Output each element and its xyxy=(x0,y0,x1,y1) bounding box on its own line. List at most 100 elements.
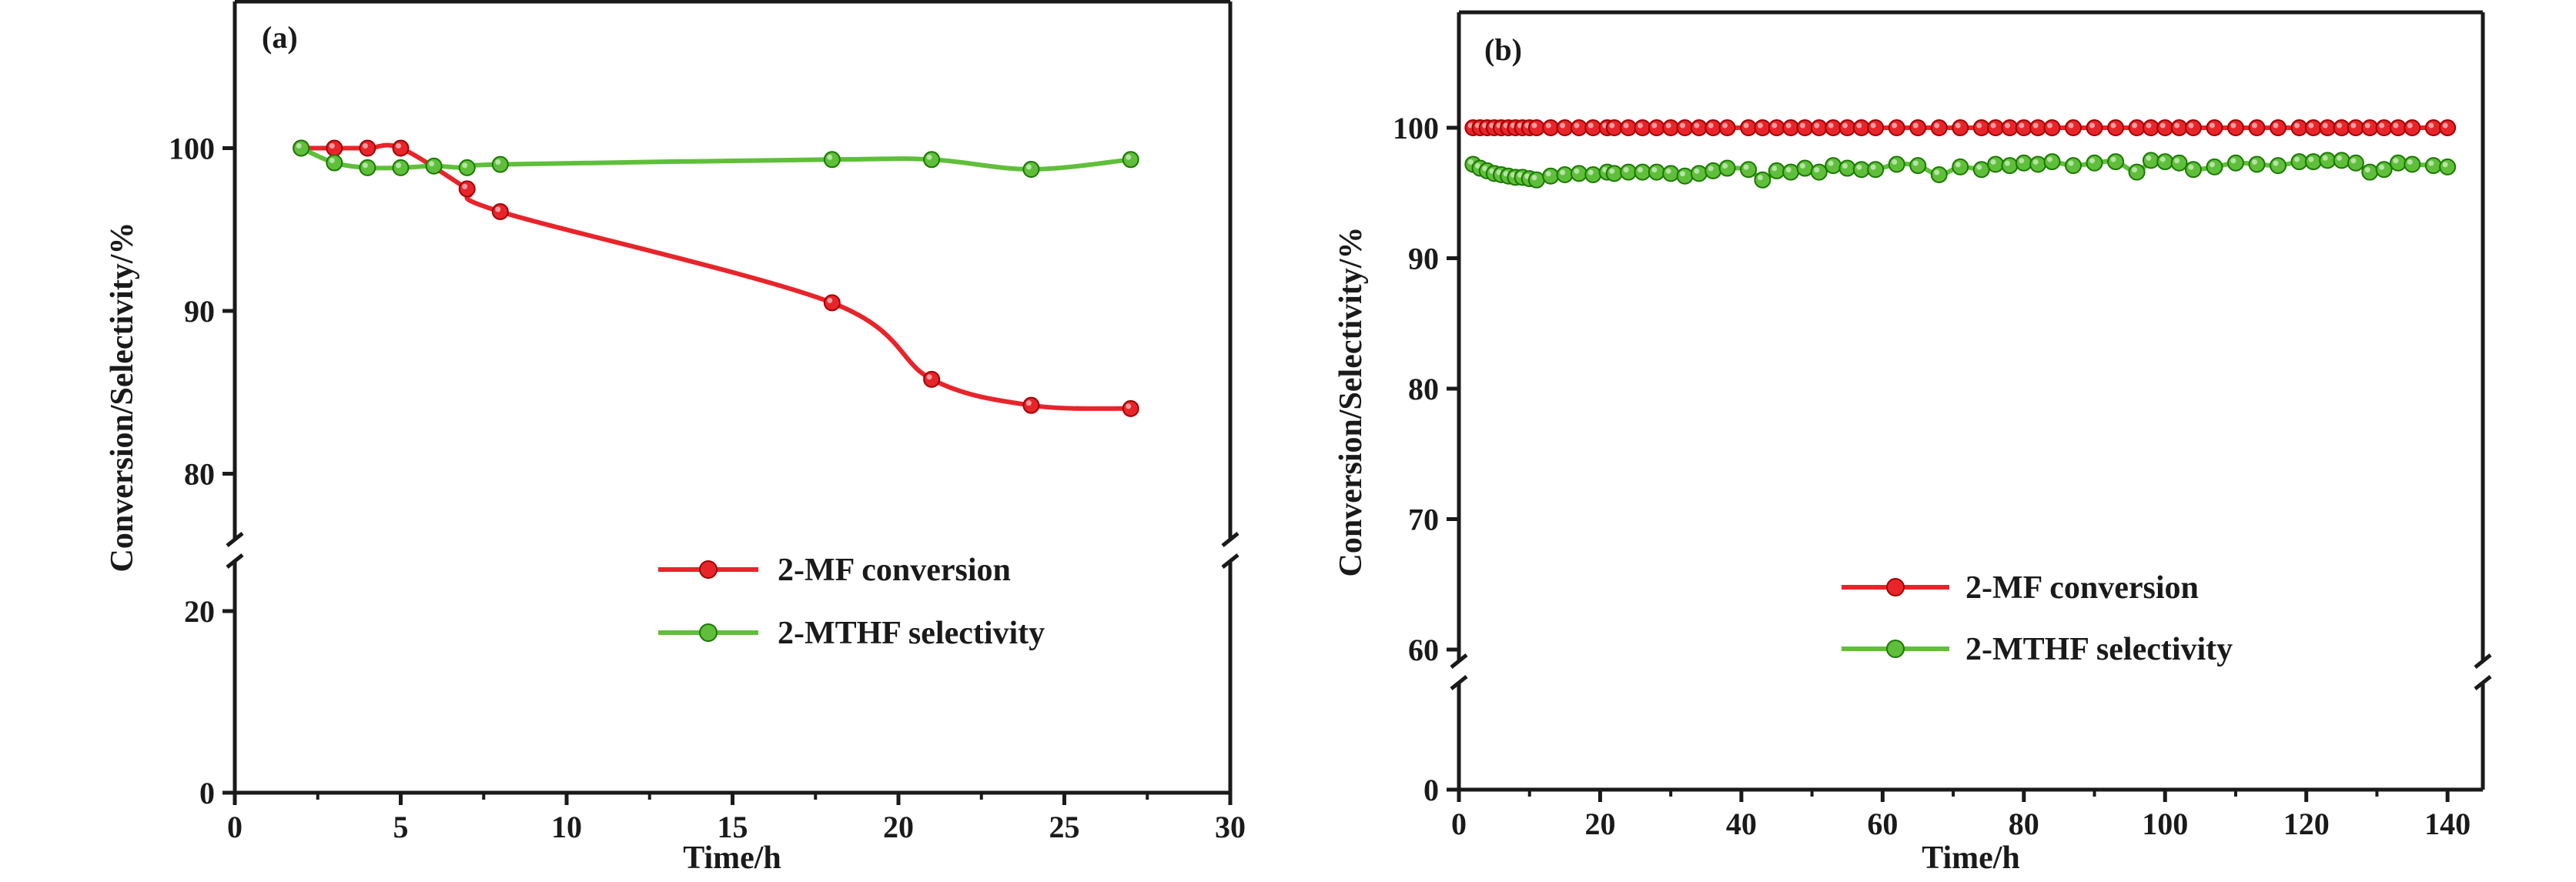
data-point-highlight xyxy=(2407,159,2413,165)
data-point xyxy=(1867,119,1885,136)
data-point-highlight xyxy=(1708,165,1714,172)
data-point xyxy=(392,139,410,157)
data-point-highlight xyxy=(2004,122,2010,129)
data-point xyxy=(1690,119,1708,136)
data-point xyxy=(326,139,343,157)
axis-break-mark xyxy=(1221,532,1239,547)
data-point-highlight xyxy=(1694,168,1700,174)
data-point xyxy=(2170,119,2188,136)
data-point-highlight xyxy=(2159,122,2166,129)
data-point xyxy=(1930,166,1948,184)
data-point-highlight xyxy=(2019,122,2025,129)
series-group xyxy=(1464,119,2457,189)
legend-marker xyxy=(1886,640,1905,658)
data-point-highlight xyxy=(2322,122,2328,129)
data-point-highlight xyxy=(2308,122,2314,129)
data-point xyxy=(1690,165,1708,182)
data-point-highlight xyxy=(1990,122,1996,129)
data-point-highlight xyxy=(2308,156,2314,162)
x-tick-label: 80 xyxy=(2009,807,2039,841)
data-point xyxy=(2001,119,2019,136)
y-tick-label: 20 xyxy=(184,594,215,629)
data-point-highlight xyxy=(2174,158,2180,164)
data-point-highlight xyxy=(827,297,833,303)
data-point xyxy=(1838,159,1856,177)
data-point-highlight xyxy=(2046,122,2052,129)
data-point xyxy=(458,180,476,198)
data-point-highlight xyxy=(1587,169,1594,175)
data-point xyxy=(1718,119,1736,136)
data-point xyxy=(2156,153,2174,171)
y-tick-label: 100 xyxy=(169,132,215,166)
axis-break-mark xyxy=(1221,553,1239,569)
data-point-highlight xyxy=(1856,122,1862,129)
data-point xyxy=(1852,119,1870,136)
data-point-highlight xyxy=(1912,122,1919,129)
data-point xyxy=(2043,119,2061,136)
data-point xyxy=(2333,119,2350,136)
data-point xyxy=(1810,119,1828,136)
data-point xyxy=(2065,119,2082,136)
data-point-highlight xyxy=(1587,122,1594,129)
data-point xyxy=(2375,119,2393,136)
data-point xyxy=(2029,119,2047,136)
data-point-highlight xyxy=(2294,122,2300,129)
data-point-highlight xyxy=(2019,158,2025,164)
x-tick-label: 40 xyxy=(1726,807,1757,841)
data-point xyxy=(2361,163,2379,181)
data-point xyxy=(823,151,841,169)
data-point-highlight xyxy=(1545,122,1551,129)
y-tick-label: 0 xyxy=(1423,773,1439,807)
data-point xyxy=(1852,161,1870,179)
data-point xyxy=(1676,119,1694,136)
data-point xyxy=(2142,119,2159,136)
series-line-conversion xyxy=(301,142,1131,411)
data-point xyxy=(2206,119,2223,136)
legend-label: 2-MTHF selectivity xyxy=(778,616,1045,651)
data-point xyxy=(2226,154,2244,172)
data-point-highlight xyxy=(1475,163,1481,169)
data-point-highlight xyxy=(1637,122,1643,129)
y-tick-label: 80 xyxy=(1408,372,1439,406)
data-point-highlight xyxy=(329,143,335,149)
data-point xyxy=(2319,152,2337,169)
y-tick-label: 80 xyxy=(184,457,215,492)
data-point xyxy=(1754,119,1771,136)
data-point-highlight xyxy=(1955,122,1961,129)
data-point xyxy=(2170,154,2188,172)
data-point-highlight xyxy=(2089,158,2096,164)
data-point-highlight xyxy=(2428,160,2434,166)
data-point-highlight xyxy=(1623,167,1629,173)
data-point xyxy=(2404,155,2421,173)
data-point xyxy=(2439,158,2457,175)
data-point-highlight xyxy=(2379,164,2385,170)
data-point xyxy=(1810,163,1828,181)
data-point-highlight xyxy=(2350,122,2357,129)
data-point-highlight xyxy=(1912,160,1919,166)
data-point xyxy=(1838,119,1856,136)
data-point-highlight xyxy=(1665,122,1671,129)
data-point-highlight xyxy=(1799,163,1805,169)
data-point xyxy=(359,139,376,157)
x-tick-label: 140 xyxy=(2424,807,2471,841)
data-point-highlight xyxy=(1722,163,1728,169)
data-point-highlight xyxy=(2146,122,2152,129)
data-point xyxy=(2142,152,2159,169)
data-point-highlight xyxy=(2393,158,2399,164)
legend-label: 2-MTHF selectivity xyxy=(1965,632,2233,667)
data-point-highlight xyxy=(2032,122,2039,129)
data-point xyxy=(1542,119,1560,136)
data-point-highlight xyxy=(1771,165,1778,172)
data-point xyxy=(1620,119,1638,136)
data-point-highlight xyxy=(396,162,401,169)
axis-break-mark xyxy=(1450,675,1468,690)
data-point-highlight xyxy=(1814,122,1820,129)
data-point xyxy=(1987,119,2005,136)
data-point-highlight xyxy=(1976,164,1982,170)
data-point xyxy=(2226,119,2244,136)
data-point-highlight xyxy=(2251,159,2257,165)
data-point-highlight xyxy=(429,161,435,167)
data-point-highlight xyxy=(2068,160,2074,166)
data-point xyxy=(1705,119,1722,136)
